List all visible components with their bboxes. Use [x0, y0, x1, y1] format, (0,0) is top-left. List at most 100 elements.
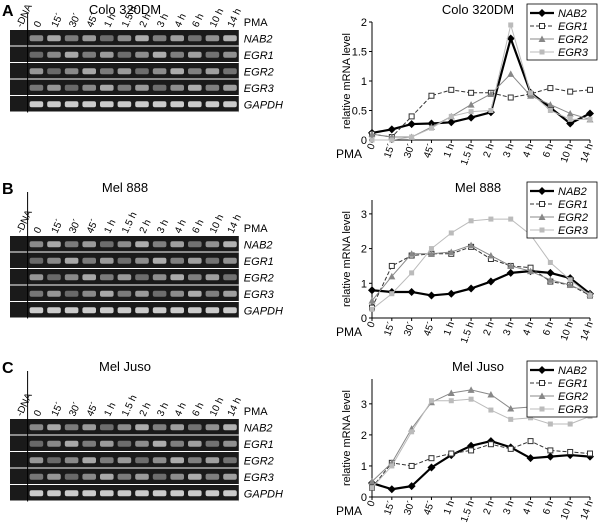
gel-band	[223, 473, 237, 480]
y-tick-label: 1.5	[352, 47, 367, 59]
gel-band	[29, 424, 44, 431]
marker	[388, 262, 395, 269]
gel-band	[188, 51, 202, 58]
lane-label: 2 h	[138, 401, 154, 418]
gene-label: GAPDH	[244, 99, 283, 111]
x-tick-label: 30´	[401, 320, 417, 338]
x-axis-label: PMA	[336, 504, 362, 518]
legend-label: EGR1	[558, 378, 588, 390]
gel-band	[117, 51, 132, 58]
gel-band	[64, 424, 79, 431]
gel-band	[205, 101, 220, 108]
gel-band	[223, 274, 237, 281]
gel-band	[152, 274, 167, 281]
gel-row-gap	[10, 251, 239, 253]
y-tick-label: 2	[361, 244, 367, 256]
gel-band	[100, 84, 114, 91]
marker	[428, 455, 435, 462]
gel-band	[223, 490, 237, 497]
gel-row-gap	[10, 451, 239, 452]
gel-band	[29, 274, 44, 281]
gel-band	[117, 241, 132, 248]
gel-band	[117, 68, 132, 75]
gel-band	[135, 274, 149, 281]
gel-band	[100, 457, 114, 464]
lane-label: 15´	[49, 11, 66, 29]
marker	[368, 130, 376, 138]
lane-label: 1 h	[103, 401, 119, 418]
lane-label: 1 h	[103, 218, 119, 235]
marker	[586, 109, 594, 118]
lane-label: 3 h	[155, 12, 171, 29]
marker	[546, 101, 554, 108]
x-tick-label: 45´	[421, 142, 437, 160]
marker	[488, 108, 494, 113]
gel-band	[205, 241, 220, 248]
lane-label: 1.5 h	[120, 210, 139, 235]
gel-band	[170, 51, 184, 58]
gel-row-gap	[10, 95, 239, 96]
marker	[428, 398, 434, 404]
lane-label: 10 h	[208, 213, 226, 235]
gel-band	[47, 257, 61, 264]
gel-band	[223, 440, 237, 447]
gel-band	[47, 51, 61, 58]
lane-label: 6 h	[191, 401, 207, 418]
marker	[527, 92, 535, 99]
gel-band	[205, 84, 220, 91]
lane-label: 1 h	[103, 12, 119, 29]
gel-band	[152, 424, 167, 431]
series-line	[371, 270, 591, 297]
marker	[488, 407, 494, 413]
x-tick-label: 14 h	[579, 499, 596, 521]
marker	[507, 405, 515, 412]
lane-label: 2 h	[138, 12, 154, 29]
x-tick-label: 4 h	[521, 320, 536, 337]
gel-row-gap	[10, 467, 239, 469]
marker	[508, 22, 514, 28]
marker	[538, 35, 546, 42]
gel-band	[152, 440, 167, 447]
legend-label: EGR2	[558, 212, 588, 224]
marker	[507, 262, 515, 269]
gel-band	[64, 101, 79, 108]
gel-band	[170, 35, 184, 42]
gel-band	[29, 440, 44, 447]
series-line	[371, 87, 591, 138]
gel-band	[152, 101, 167, 108]
marker	[369, 485, 375, 491]
lane-label: 15´	[49, 400, 66, 418]
gel-band	[82, 490, 96, 497]
x-tick-label: 1 h	[442, 499, 457, 516]
marker	[538, 366, 546, 374]
marker	[547, 85, 554, 92]
marker	[387, 125, 396, 134]
gel-band	[135, 290, 149, 297]
marker	[408, 113, 415, 120]
gel-row-gap	[10, 484, 239, 485]
gel-band	[64, 490, 79, 497]
gel-band	[82, 241, 96, 248]
gel-band	[135, 457, 149, 464]
legend-label: EGR2	[558, 391, 588, 403]
gel-band	[223, 35, 237, 42]
y-axis-label: relative mRNA level	[341, 211, 353, 307]
marker	[468, 218, 474, 224]
marker	[526, 454, 535, 463]
lane-label: 15´	[49, 217, 66, 235]
marker	[487, 391, 495, 398]
gene-label: EGR2	[244, 272, 274, 284]
gel-band	[170, 257, 184, 264]
gel-band	[29, 290, 44, 297]
series-line	[371, 246, 591, 308]
lane-label: 2 h	[138, 218, 154, 235]
legend-label: EGR2	[558, 34, 588, 46]
gel-band	[100, 101, 114, 108]
y-axis-label: relative mRNA level	[341, 390, 353, 486]
legend-label: NAB2	[558, 186, 587, 198]
gel-band	[223, 241, 237, 248]
gel-band	[64, 457, 79, 464]
x-tick-label: 14 h	[579, 320, 596, 342]
marker	[428, 125, 434, 131]
gel-band	[205, 440, 220, 447]
